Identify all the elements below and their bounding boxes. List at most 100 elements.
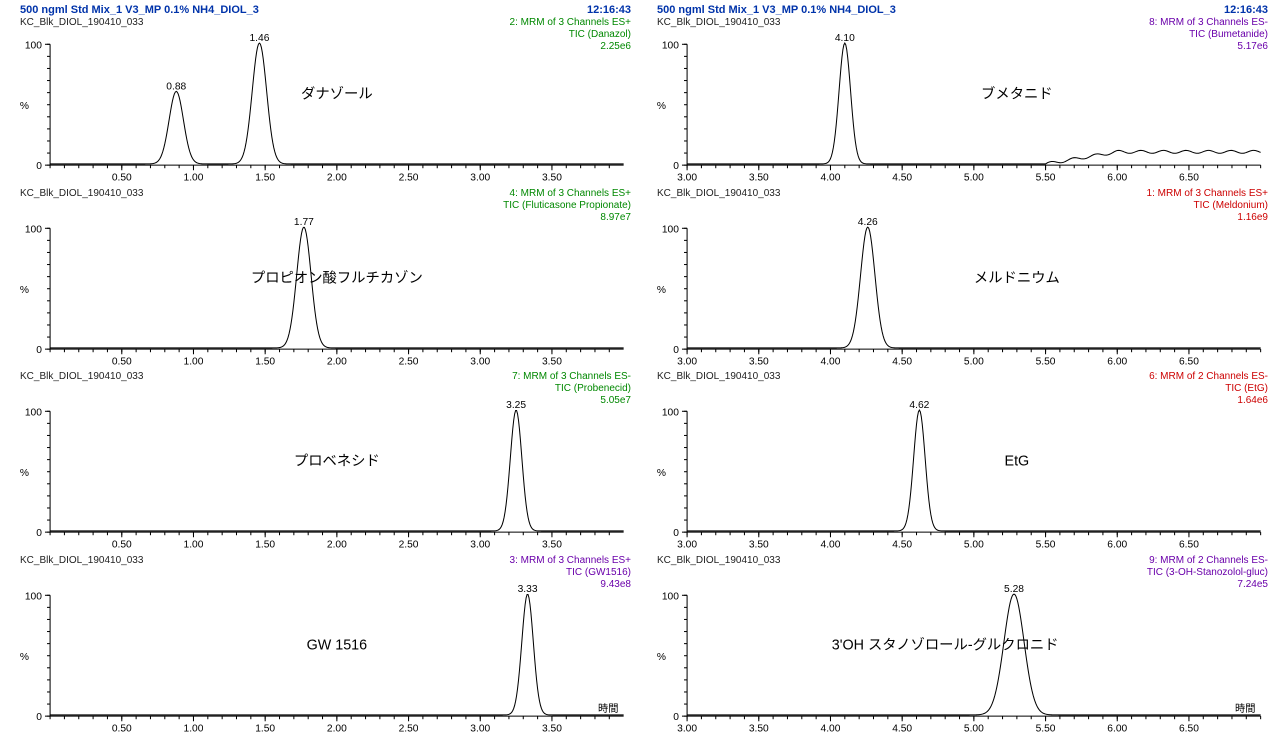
svg-text:4.50: 4.50 xyxy=(892,356,912,367)
svg-text:3.00: 3.00 xyxy=(470,723,490,734)
svg-text:3.50: 3.50 xyxy=(749,356,769,367)
svg-text:6.00: 6.00 xyxy=(1107,356,1127,367)
svg-text:100: 100 xyxy=(25,591,42,602)
chromatogram-panel: KC_Blk_DIOL_190410_033 3: MRM of 3 Channe… xyxy=(4,555,639,737)
svg-text:1.00: 1.00 xyxy=(184,723,204,734)
y-axis-label: % xyxy=(20,284,29,295)
chromatogram-panel: KC_Blk_DIOL_190410_033 9: MRM of 2 Channe… xyxy=(641,555,1276,737)
chromatogram-panel: 500 ngml Std Mix_1 V3_MP 0.1% NH4_DIOL_3… xyxy=(641,4,1276,186)
svg-text:100: 100 xyxy=(662,591,679,602)
svg-text:100: 100 xyxy=(25,408,42,419)
svg-text:3.50: 3.50 xyxy=(542,723,562,734)
svg-text:3.50: 3.50 xyxy=(542,356,562,367)
peak-rt-label: 1.77 xyxy=(294,217,314,228)
channel-info: 9: MRM of 2 Channels ES- xyxy=(1147,555,1268,567)
svg-text:0: 0 xyxy=(36,345,42,356)
svg-text:4.00: 4.00 xyxy=(821,173,841,184)
svg-text:100: 100 xyxy=(662,224,679,235)
compound-name: プロベネシド xyxy=(294,453,380,470)
peak-rt-label: 0.88 xyxy=(166,82,186,93)
tic-label: TIC (Probenecid) xyxy=(512,383,631,395)
tic-label: TIC (EtG) xyxy=(1149,383,1268,395)
sample-title: 500 ngml Std Mix_1 V3_MP 0.1% NH4_DIOL_3 xyxy=(20,4,259,17)
compound-name: プロピオン酸フルチカゾン xyxy=(251,269,423,286)
compound-name: ダナゾール xyxy=(301,86,373,103)
svg-text:1.00: 1.00 xyxy=(184,356,204,367)
svg-text:3.00: 3.00 xyxy=(470,356,490,367)
tic-label: TIC (3-OH-Stanozolol-gluc) xyxy=(1147,567,1268,579)
svg-text:6.00: 6.00 xyxy=(1107,540,1127,551)
chromatogram-svg: 0100%0.501.001.502.002.503.003.500.881.4… xyxy=(4,32,639,186)
svg-text:3.00: 3.00 xyxy=(677,723,697,734)
svg-text:3.50: 3.50 xyxy=(542,173,562,184)
svg-text:5.50: 5.50 xyxy=(1036,540,1056,551)
svg-text:5.50: 5.50 xyxy=(1036,723,1056,734)
channel-info: 6: MRM of 2 Channels ES- xyxy=(1149,371,1268,383)
chromatogram-svg: 0100%0.501.001.502.002.503.003.501.77プロピ… xyxy=(4,216,639,370)
x-axis-label: 時間 xyxy=(598,703,618,715)
svg-text:0: 0 xyxy=(673,345,679,356)
peak-rt-label: 3.25 xyxy=(506,400,526,411)
sample-id: KC_Blk_DIOL_190410_033 xyxy=(657,371,780,383)
svg-text:0.50: 0.50 xyxy=(112,540,132,551)
compound-name: GW 1516 xyxy=(307,638,368,654)
svg-text:0.50: 0.50 xyxy=(112,723,132,734)
y-axis-label: % xyxy=(20,652,29,663)
y-axis-label: % xyxy=(657,468,666,479)
compound-name: EtG xyxy=(1005,454,1030,470)
channel-info: 3: MRM of 3 Channels ES+ xyxy=(510,555,631,567)
svg-text:3.00: 3.00 xyxy=(470,540,490,551)
chromatogram-panel: 500 ngml Std Mix_1 V3_MP 0.1% NH4_DIOL_3… xyxy=(4,4,639,186)
svg-text:100: 100 xyxy=(25,224,42,235)
chromatogram-grid: 500 ngml Std Mix_1 V3_MP 0.1% NH4_DIOL_3… xyxy=(0,0,1280,739)
svg-text:4.00: 4.00 xyxy=(821,540,841,551)
svg-text:2.00: 2.00 xyxy=(327,723,347,734)
sample-id: KC_Blk_DIOL_190410_033 xyxy=(20,371,143,383)
svg-text:0: 0 xyxy=(673,712,679,723)
chromatogram-trace xyxy=(50,594,624,714)
svg-text:3.50: 3.50 xyxy=(749,173,769,184)
svg-text:100: 100 xyxy=(662,40,679,51)
svg-text:5.00: 5.00 xyxy=(964,723,984,734)
channel-info: 7: MRM of 3 Channels ES- xyxy=(512,371,631,383)
svg-text:3.00: 3.00 xyxy=(677,540,697,551)
peak-rt-label: 4.62 xyxy=(909,400,929,411)
y-axis-label: % xyxy=(20,101,29,112)
svg-text:0.50: 0.50 xyxy=(112,173,132,184)
svg-text:3.50: 3.50 xyxy=(749,723,769,734)
svg-text:2.00: 2.00 xyxy=(327,540,347,551)
channel-info: 1: MRM of 3 Channels ES+ xyxy=(1147,188,1268,200)
svg-text:1.50: 1.50 xyxy=(255,540,275,551)
svg-text:6.00: 6.00 xyxy=(1107,723,1127,734)
svg-text:1.00: 1.00 xyxy=(184,173,204,184)
peak-rt-label: 5.28 xyxy=(1004,584,1024,595)
chromatogram-panel: KC_Blk_DIOL_190410_033 4: MRM of 3 Channe… xyxy=(4,188,639,370)
y-axis-label: % xyxy=(657,101,666,112)
acquisition-time: 12:16:43 xyxy=(1149,4,1268,17)
svg-text:2.50: 2.50 xyxy=(399,540,419,551)
chromatogram-svg: 0100%3.003.504.004.505.005.506.006.504.6… xyxy=(641,399,1276,553)
svg-text:0: 0 xyxy=(36,712,42,723)
chromatogram-trace xyxy=(50,227,624,348)
sample-id: KC_Blk_DIOL_190410_033 xyxy=(20,555,143,567)
svg-text:4.00: 4.00 xyxy=(821,356,841,367)
sample-id: KC_Blk_DIOL_190410_033 xyxy=(20,188,143,200)
svg-text:2.50: 2.50 xyxy=(399,356,419,367)
chromatogram-trace xyxy=(50,411,624,531)
svg-text:4.50: 4.50 xyxy=(892,173,912,184)
svg-text:6.50: 6.50 xyxy=(1179,356,1199,367)
sample-id: KC_Blk_DIOL_190410_033 xyxy=(657,555,780,567)
peak-rt-label: 3.33 xyxy=(518,584,538,595)
svg-text:1.50: 1.50 xyxy=(255,173,275,184)
channel-info: 4: MRM of 3 Channels ES+ xyxy=(503,188,631,200)
svg-text:5.00: 5.00 xyxy=(964,356,984,367)
svg-text:3.00: 3.00 xyxy=(677,356,697,367)
svg-text:2.50: 2.50 xyxy=(399,173,419,184)
compound-name: ブメタニド xyxy=(981,85,1053,103)
svg-text:0: 0 xyxy=(673,528,679,539)
x-axis-label: 時間 xyxy=(1235,703,1255,715)
svg-text:1.00: 1.00 xyxy=(184,540,204,551)
y-axis-label: % xyxy=(20,468,29,479)
svg-text:5.50: 5.50 xyxy=(1036,356,1056,367)
chromatogram-svg: 0100%3.003.504.004.505.005.506.006.504.1… xyxy=(641,32,1276,186)
